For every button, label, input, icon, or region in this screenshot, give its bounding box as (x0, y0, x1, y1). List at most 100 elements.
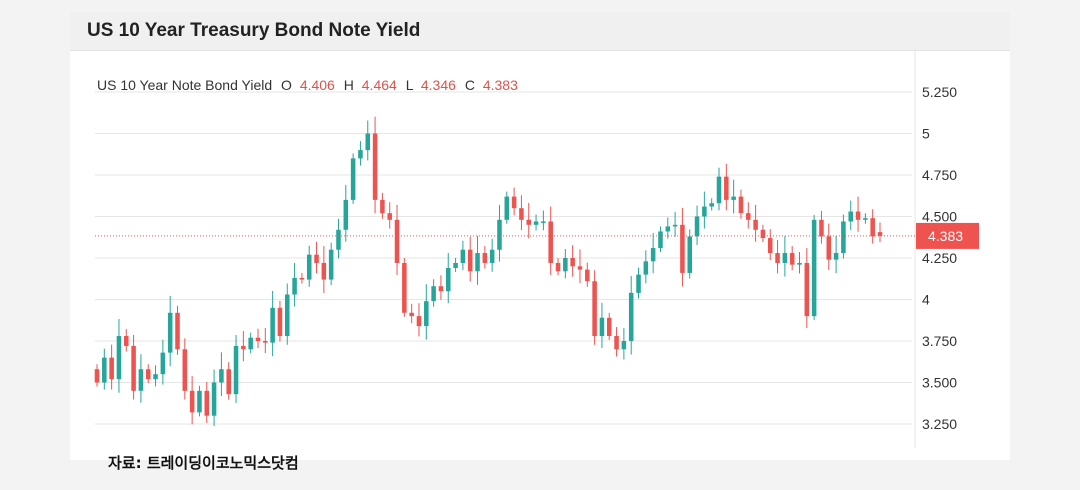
candle-body (599, 317, 605, 337)
candle (621, 328, 627, 360)
candle-body (321, 262, 327, 280)
candle-body (870, 218, 875, 237)
candle (548, 206, 553, 275)
candle-body (270, 307, 275, 343)
candle (182, 338, 188, 400)
candle-body (811, 219, 817, 317)
candle-body (314, 254, 319, 263)
candle-body (424, 301, 429, 327)
candle (233, 335, 239, 403)
candle (270, 290, 275, 357)
candle (526, 202, 532, 239)
candle-body (453, 262, 458, 268)
candle-body (687, 236, 693, 273)
candle (299, 272, 305, 284)
candle (504, 191, 510, 224)
candle-body (636, 274, 641, 293)
candle (555, 258, 561, 276)
candle-body (724, 176, 729, 200)
candle-body (855, 211, 861, 220)
candle-body (548, 221, 553, 263)
candle-body (511, 196, 517, 209)
candle (658, 226, 663, 253)
candle-body (606, 317, 612, 337)
candle-body (109, 357, 114, 380)
candle-body (614, 336, 619, 350)
candle (519, 195, 524, 231)
candle-body (416, 316, 422, 327)
y-tick-label: 3.250 (922, 416, 957, 432)
candle (438, 275, 444, 300)
candle-body (365, 133, 371, 151)
candle (350, 153, 356, 204)
candle-body (533, 221, 539, 225)
source-caption: 자료: 트레이딩이코노믹스닷컴 (108, 454, 299, 472)
candle (160, 339, 166, 385)
candle-body (628, 292, 634, 341)
y-tick-label: 3.750 (922, 333, 957, 349)
candle-body (263, 341, 268, 343)
candle (116, 319, 122, 393)
candle (409, 303, 414, 324)
candle-body (848, 211, 853, 222)
candle (848, 200, 853, 231)
candle-body (650, 248, 656, 262)
candle (709, 198, 714, 211)
candle-body (658, 231, 663, 249)
candle (833, 236, 839, 274)
y-tick-label: 3.500 (922, 375, 957, 391)
candle (131, 335, 136, 400)
candle (731, 179, 736, 214)
candle (702, 191, 707, 229)
candle-body (306, 254, 312, 280)
candle (358, 141, 363, 166)
candle (797, 252, 802, 274)
candle-body (826, 236, 832, 260)
candle (153, 365, 158, 387)
candle-body (387, 213, 392, 220)
candle-body (877, 232, 883, 236)
candle-body (124, 336, 129, 346)
candle-body (797, 262, 802, 265)
candle-body (789, 253, 795, 265)
candle (533, 214, 539, 231)
candle-body (299, 277, 305, 280)
candle-body (328, 249, 334, 280)
candle (255, 328, 261, 349)
candle (372, 116, 378, 214)
candle-body (563, 258, 568, 272)
candle-body (482, 253, 488, 263)
candle (497, 204, 502, 262)
candle-body (716, 176, 722, 204)
legend-series-name: US 10 Year Note Bond Yield (97, 77, 272, 93)
candle-body (519, 208, 524, 220)
candle (877, 222, 883, 243)
candle-body (782, 253, 788, 263)
candle-body (621, 341, 627, 350)
y-tick-label: 4.750 (922, 167, 957, 183)
candle-body (555, 262, 561, 272)
candle (211, 369, 217, 427)
candle-body (863, 218, 868, 220)
y-tick-label: 4.250 (922, 250, 957, 266)
candle (424, 284, 429, 340)
legend-o-value: 4.406 (300, 77, 335, 93)
candle (724, 163, 729, 211)
candle-body (445, 267, 451, 292)
candle (306, 245, 312, 287)
candle (687, 229, 693, 279)
candle (592, 270, 597, 345)
candle-body (409, 312, 414, 317)
candle (284, 283, 290, 345)
candle (760, 224, 766, 243)
candle-body (160, 352, 166, 375)
candle-body (219, 369, 224, 383)
candle (394, 204, 400, 275)
legend-l-label: L (406, 77, 414, 93)
candle (775, 240, 780, 274)
candle (819, 210, 824, 244)
candle (767, 229, 773, 261)
candle (219, 352, 224, 397)
candle-body (753, 219, 758, 230)
candle (321, 246, 327, 294)
